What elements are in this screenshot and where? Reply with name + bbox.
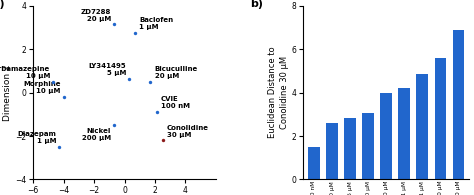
Text: Diazepam
1 μM: Diazepam 1 μM — [18, 131, 56, 144]
Point — [131, 31, 139, 35]
Bar — [417, 74, 428, 179]
Text: Baclofen
1 μM: Baclofen 1 μM — [139, 17, 173, 30]
Text: Nickel
200 μM: Nickel 200 μM — [82, 128, 111, 141]
Bar — [435, 58, 446, 179]
Text: CVIE
100 nM: CVIE 100 nM — [161, 96, 190, 109]
Bar — [380, 93, 392, 179]
Point — [110, 124, 118, 127]
Text: Bicuculline
20 μM: Bicuculline 20 μM — [155, 66, 198, 79]
Point — [146, 80, 154, 83]
Point — [159, 139, 166, 142]
Y-axis label: Dimension 2: Dimension 2 — [3, 64, 12, 121]
Point — [49, 80, 57, 83]
Point — [55, 145, 63, 148]
Text: b): b) — [250, 0, 263, 9]
Bar — [362, 113, 374, 179]
Text: Conolidine
30 μM: Conolidine 30 μM — [167, 125, 209, 138]
Point — [110, 23, 118, 26]
Text: a): a) — [0, 0, 6, 9]
Text: Morphine
10 μM: Morphine 10 μM — [23, 81, 61, 94]
Bar — [398, 88, 410, 179]
Text: Carbamazepine
10 μM: Carbamazepine 10 μM — [0, 66, 50, 79]
Bar — [326, 123, 338, 179]
Y-axis label: Euclidean Distance to
Conolidine 30 μM: Euclidean Distance to Conolidine 30 μM — [268, 47, 289, 138]
Text: ZD7288
20 μM: ZD7288 20 μM — [81, 9, 111, 21]
Point — [60, 95, 67, 98]
Bar — [344, 118, 356, 179]
Bar — [453, 30, 465, 179]
Point — [125, 77, 133, 80]
Point — [153, 111, 160, 114]
Bar — [308, 147, 320, 179]
Text: LY341495
5 μM: LY341495 5 μM — [89, 63, 127, 76]
